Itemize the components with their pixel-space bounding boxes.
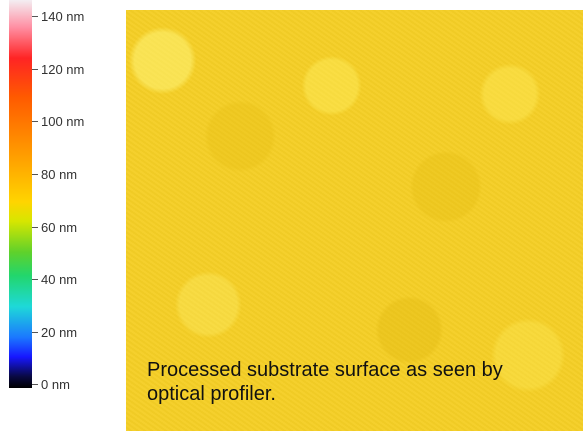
height-scale: 140 nm 120 nm 100 nm 80 nm 60 nm 40 nm 2… xyxy=(0,0,118,431)
tick-mark xyxy=(32,16,38,17)
height-colorbar xyxy=(9,0,32,388)
tick-mark xyxy=(32,332,38,333)
tick-label-60-nm: 60 nm xyxy=(41,220,78,235)
tick-mark xyxy=(32,384,38,385)
tick-label-0-nm: 0 nm xyxy=(41,377,70,392)
tick-label-100-nm: 100 nm xyxy=(41,114,85,129)
tick-label-120-nm: 120 nm xyxy=(41,62,85,77)
surface-height-map xyxy=(126,10,583,431)
tick-label-20-nm: 20 nm xyxy=(41,325,78,340)
tick-mark xyxy=(32,279,38,280)
tick-label-40-nm: 40 nm xyxy=(41,272,78,287)
tick-mark xyxy=(32,227,38,228)
image-caption: Processed substrate surface as seen by o… xyxy=(147,359,503,405)
tick-mark xyxy=(32,121,38,122)
tick-label-140-nm: 140 nm xyxy=(41,9,85,24)
tick-mark xyxy=(32,69,38,70)
tick-mark xyxy=(32,174,38,175)
tick-label-80-nm: 80 nm xyxy=(41,167,78,182)
